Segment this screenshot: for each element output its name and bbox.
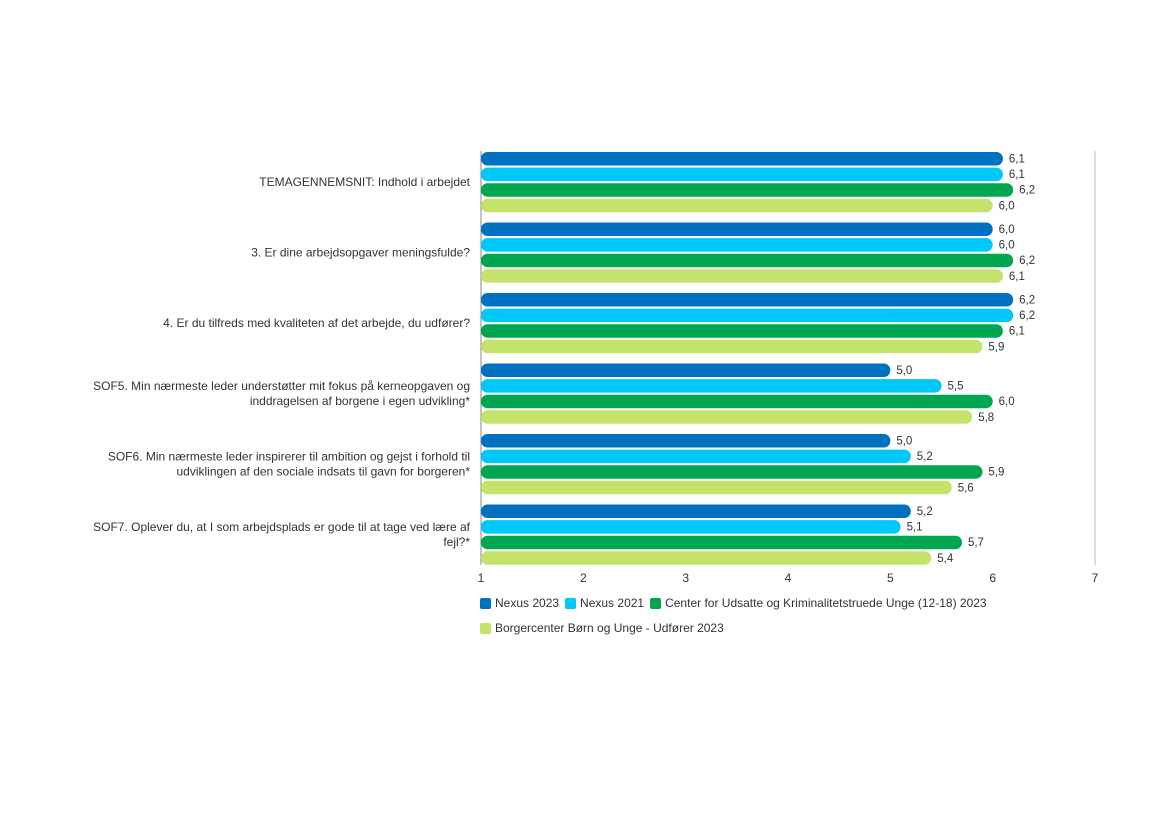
bar-chart: 1 2 3 4 5 6 7 6,1 6,1 6,2 6,0 TEMAGENNEMSNIT: Indho… [93, 151, 1099, 585]
bar [481, 504, 911, 518]
data-label: 6,1 [1009, 271, 1025, 283]
data-label: 5,7 [968, 537, 984, 549]
bar [481, 167, 1003, 182]
category-label: 3. Er dine arbejdsopgaver meningsfulde? [251, 246, 470, 260]
x-tick-label: 5 [887, 571, 894, 585]
data-label: 5,2 [917, 451, 933, 463]
data-label: 6,1 [1009, 154, 1025, 166]
legend-item: Borgercenter Børn og Unge - Udfører 2023 [480, 617, 724, 640]
data-label: 6,2 [1019, 295, 1035, 307]
bar [481, 324, 1003, 338]
legend-swatch [480, 623, 491, 634]
bar [481, 253, 1014, 268]
bar [481, 465, 983, 479]
data-label: 5,0 [896, 436, 912, 448]
bar [481, 183, 1014, 197]
bar [481, 535, 962, 550]
legend-label: Borgercenter Børn og Unge - Udfører 2023 [495, 621, 724, 635]
data-label: 5,2 [917, 506, 933, 518]
category-label: 4. Er du tilfreds med kvaliteten af det … [163, 316, 470, 330]
bar [481, 238, 993, 252]
legend-swatch [480, 598, 491, 609]
data-label: 5,6 [958, 482, 974, 494]
category-label: SOF6. Min nærmeste leder inspirerer til … [108, 450, 470, 479]
bar [481, 449, 911, 464]
legend-item: Nexus 2023 [480, 592, 559, 615]
x-tick-label: 6 [989, 571, 996, 585]
bar [481, 551, 932, 565]
x-tick-label: 1 [478, 571, 485, 585]
data-label: 6,0 [999, 224, 1015, 236]
data-label: 6,1 [1009, 326, 1025, 338]
bar [481, 308, 1014, 323]
bar [481, 379, 942, 393]
legend-swatch [565, 598, 577, 609]
data-label: 6,0 [999, 396, 1015, 408]
data-label: 6,0 [999, 240, 1015, 252]
data-label: 5,8 [978, 412, 994, 424]
bar [481, 480, 952, 495]
bar [481, 152, 1003, 166]
bar [481, 198, 993, 213]
data-label: 5,1 [907, 522, 923, 534]
x-tick-label: 2 [580, 571, 587, 585]
category-label: SOF5. Min nærmeste leder understøtter mi… [93, 379, 470, 408]
legend-item: Nexus 2021 [565, 592, 644, 615]
x-tick-label: 4 [785, 571, 792, 585]
legend-label: Nexus 2021 [580, 596, 645, 610]
data-label: 6,2 [1019, 310, 1035, 322]
bar [481, 339, 983, 354]
legend-swatch [650, 598, 662, 609]
bar [481, 222, 993, 236]
legend-label: Center for Udsatte og Kriminalitetstrued… [665, 596, 987, 610]
legend: Nexus 2023 Nexus 2021 Center for Udsatte o… [480, 592, 1080, 642]
bar [481, 410, 973, 424]
data-label: 5,9 [988, 341, 1004, 353]
bar [481, 293, 1014, 307]
bar [481, 363, 891, 377]
x-tick-label: 7 [1092, 571, 1099, 585]
legend-item: Center for Udsatte og Kriminalitetstrued… [650, 592, 987, 615]
data-label: 6,0 [999, 200, 1015, 212]
data-label: 5,4 [937, 553, 954, 565]
category-label: TEMAGENNEMSNIT: Indhold i arbejdet [259, 175, 470, 189]
bar [481, 520, 901, 534]
bar [481, 394, 993, 409]
data-label: 5,5 [948, 381, 964, 393]
legend-label: Nexus 2023 [495, 596, 560, 610]
bar [481, 269, 1003, 283]
data-label: 6,1 [1009, 169, 1025, 181]
data-label: 6,2 [1019, 255, 1035, 267]
bar [481, 434, 891, 448]
data-label: 5,9 [988, 467, 1004, 479]
x-tick-label: 3 [682, 571, 689, 585]
data-label: 5,0 [896, 365, 912, 377]
data-label: 6,2 [1019, 185, 1035, 197]
category-label: SOF7. Oplever du, at I som arbejdsplads … [93, 520, 471, 549]
